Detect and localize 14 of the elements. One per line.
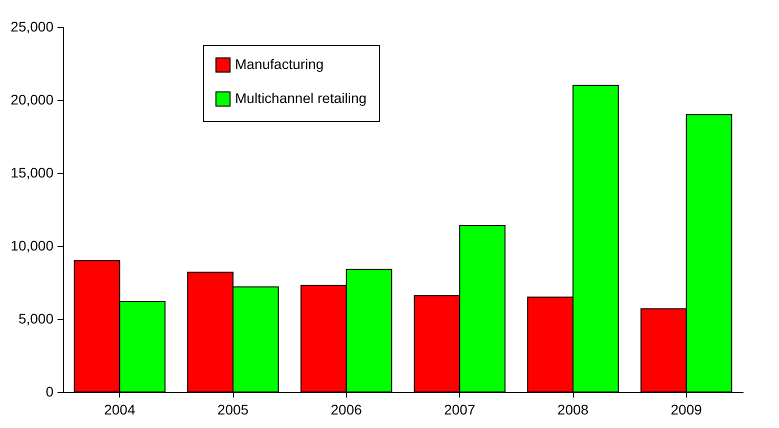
y-tick-label: 10,000	[10, 238, 54, 254]
y-tick-label: 0	[46, 384, 54, 400]
x-tick-label: 2008	[557, 402, 589, 418]
legend-label: Multichannel retailing	[235, 90, 367, 106]
y-tick-label: 20,000	[10, 92, 54, 108]
y-tick-label: 5,000	[18, 310, 54, 326]
x-tick-label: 2007	[444, 402, 476, 418]
x-tick-label: 2006	[330, 402, 362, 418]
legend-label: Manufacturing	[235, 56, 324, 72]
x-tick-label: 2005	[217, 402, 249, 418]
y-tick-label: 25,000	[10, 18, 54, 34]
x-tick-label: 2004	[104, 402, 136, 418]
y-tick-label: 15,000	[10, 164, 54, 180]
x-tick-label: 2009	[670, 402, 702, 418]
